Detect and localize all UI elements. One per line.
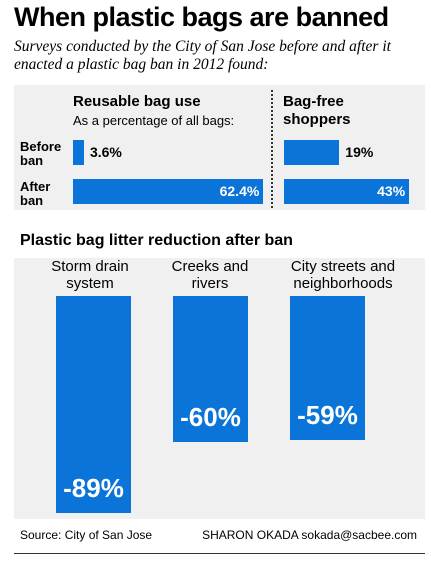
- bagfree-panel-title-text: Bag-free shoppers: [283, 93, 351, 128]
- category-label-storm-drain-line2: system: [66, 275, 114, 292]
- category-label-creeks-line1: Creeks and: [171, 258, 249, 275]
- bottom-rule: [14, 553, 425, 554]
- category-label-creeks-line2: rivers: [191, 275, 229, 292]
- label-reusable-after: 62.4%: [219, 183, 260, 199]
- category-label-city-streets-line1: City streets and: [290, 258, 396, 275]
- credit-note: SHARON OKADA sokada@sacbee.com: [202, 528, 417, 542]
- row-label-before-line2: ban: [20, 153, 44, 168]
- reusable-panel-title: Reusable bag use: [73, 93, 201, 110]
- category-label-city-streets-line2: neighborhoods: [293, 275, 393, 292]
- label-bagfree-before: 19%: [345, 144, 374, 160]
- reusable-panel-subtitle: As a percentage of all bags:: [73, 113, 235, 128]
- bar-bagfree-before: [284, 140, 340, 165]
- bar-bagfree-after: [284, 179, 410, 204]
- row-label-after: After ban: [20, 180, 50, 208]
- chart-subtitle: Surveys conducted by the City of San Jos…: [14, 38, 391, 73]
- label-reusable-before: 3.6%: [89, 144, 122, 160]
- value-storm-drain: -89%: [63, 473, 124, 504]
- row-label-after-line2: ban: [20, 193, 44, 208]
- value-city-streets: -59%: [297, 399, 358, 430]
- bar-reusable-after: [73, 179, 264, 204]
- row-label-before-line1: Before: [20, 139, 62, 154]
- bagfree-panel-title: Bag-free shoppers: [283, 93, 393, 129]
- label-bagfree-after: 43%: [377, 183, 406, 199]
- panel-separator: [271, 90, 273, 208]
- row-label-before: Before ban: [20, 140, 61, 168]
- source-note: Source: City of San Jose: [20, 528, 153, 542]
- category-label-storm-drain-line1: Storm drain: [51, 258, 129, 275]
- row-label-after-line1: After: [20, 179, 51, 194]
- bar-reusable-before: [73, 140, 84, 165]
- bar-city-streets: [290, 296, 365, 440]
- chart-title: When plastic bags are banned: [14, 2, 389, 32]
- value-creeks: -60%: [180, 402, 241, 433]
- category-label-city-streets: City streets and neighborhoods: [268, 258, 418, 292]
- bar-storm-drain: [56, 296, 131, 514]
- bar-creeks: [173, 296, 248, 443]
- category-label-storm-drain: Storm drain system: [30, 258, 150, 292]
- litter-section-title: Plastic bag litter reduction after ban: [20, 232, 293, 249]
- category-label-creeks: Creeks and rivers: [150, 258, 270, 292]
